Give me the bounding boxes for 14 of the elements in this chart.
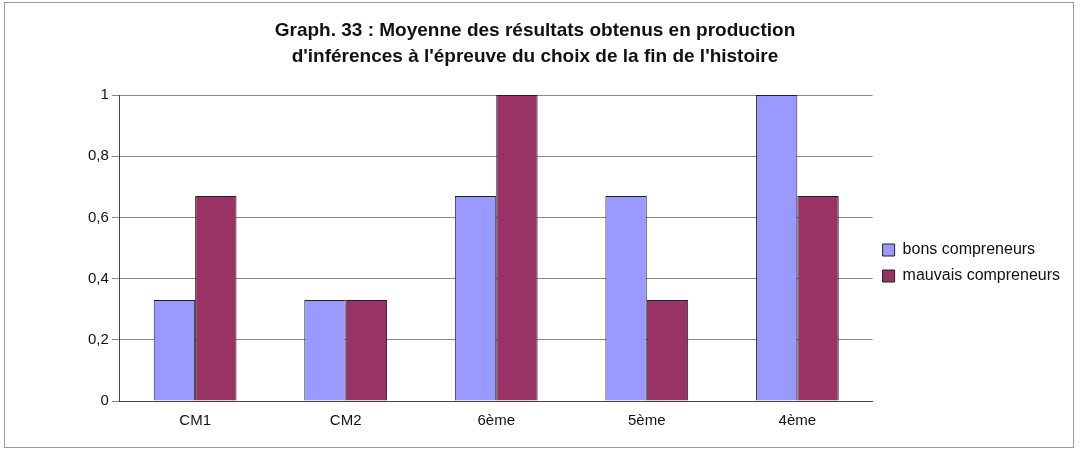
y-tick-label: 0,4 <box>87 268 109 286</box>
y-tick-label: 1 <box>100 85 109 103</box>
y-tick-label: 0 <box>100 391 109 409</box>
x-tick-label: 4ème <box>778 411 817 429</box>
y-tick-label: 0,6 <box>87 207 109 225</box>
y-tick-label: 0,8 <box>87 146 109 164</box>
x-tick-label: CM2 <box>329 411 362 429</box>
y-tick-label: 0,2 <box>87 329 109 347</box>
legend-label: mauvais compreneurs <box>902 266 1061 284</box>
chart-title: Graph. 33 : Moyenne des résultats obtenus en production d'inférences à l'épreuve du choix de la fin de l'histoire <box>273 18 797 68</box>
legend-label: bons compreneurs <box>902 240 1036 258</box>
x-tick-label: 5ème <box>628 411 666 429</box>
x-tick-label: 6ème <box>477 411 515 429</box>
x-tick-label: CM1 <box>179 411 211 429</box>
